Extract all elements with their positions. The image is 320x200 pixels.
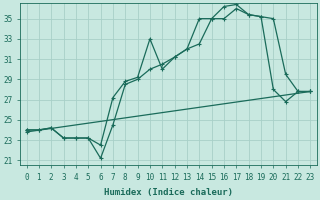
X-axis label: Humidex (Indice chaleur): Humidex (Indice chaleur) [104,188,233,197]
